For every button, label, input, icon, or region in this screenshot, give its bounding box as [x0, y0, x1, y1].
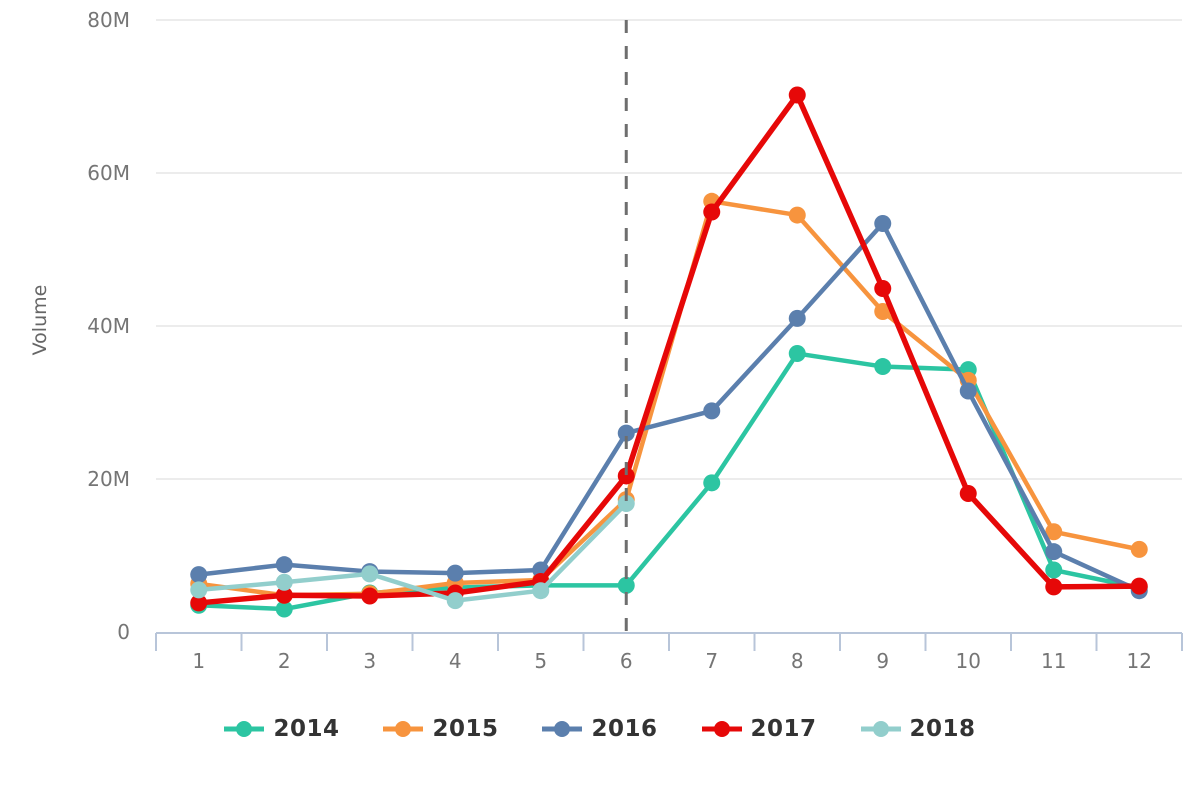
legend-marker-icon — [860, 721, 901, 737]
data-point[interactable] — [1045, 523, 1063, 541]
x-tick-label: 3 — [363, 649, 377, 673]
x-tick-label: 12 — [1126, 649, 1152, 673]
series-line-2018 — [196, 501, 629, 603]
data-point[interactable] — [788, 309, 806, 327]
x-tick-label: 11 — [1041, 649, 1067, 673]
data-point[interactable] — [275, 573, 293, 591]
x-tick-label: 10 — [955, 649, 981, 673]
data-point[interactable] — [617, 467, 635, 485]
legend-marker-icon — [383, 721, 424, 737]
data-point[interactable] — [617, 494, 635, 512]
y-tick-label: 80M — [87, 8, 130, 32]
data-point[interactable] — [1045, 561, 1063, 579]
data-point[interactable] — [446, 592, 464, 610]
legend-marker-icon — [701, 721, 742, 737]
data-point[interactable] — [788, 86, 806, 104]
data-point[interactable] — [190, 581, 208, 599]
x-tick-label: 1 — [192, 649, 206, 673]
data-point[interactable] — [617, 576, 635, 594]
x-tick-label: 4 — [448, 649, 462, 673]
data-point[interactable] — [446, 564, 464, 582]
y-tick-label: 40M — [87, 314, 130, 338]
data-point[interactable] — [617, 424, 635, 442]
data-point[interactable] — [703, 402, 721, 420]
data-point[interactable] — [1130, 540, 1148, 558]
data-point[interactable] — [275, 600, 293, 618]
legend-item-2018[interactable]: 2018 — [860, 716, 976, 742]
x-tick-label: 8 — [790, 649, 804, 673]
x-tick-label: 2 — [277, 649, 291, 673]
legend-item-2014[interactable]: 2014 — [224, 716, 339, 742]
data-point[interactable] — [361, 587, 379, 605]
data-point[interactable] — [532, 582, 550, 600]
data-point[interactable] — [275, 556, 293, 574]
legend-label: 2018 — [909, 716, 976, 742]
legend-label: 2017 — [750, 716, 817, 742]
x-tick-label: 9 — [876, 649, 890, 673]
data-point[interactable] — [959, 382, 977, 400]
legend-marker-icon — [542, 721, 583, 737]
legend-item-2016[interactable]: 2016 — [542, 716, 657, 742]
y-tick-label: 60M — [87, 161, 130, 185]
data-point[interactable] — [190, 594, 208, 612]
data-point[interactable] — [874, 214, 892, 232]
data-point[interactable] — [874, 302, 892, 320]
chart-legend: 2014 2015 2016 2017 2018 — [0, 716, 1200, 742]
data-point[interactable] — [788, 345, 806, 363]
data-point[interactable] — [874, 358, 892, 376]
data-point[interactable] — [703, 203, 721, 221]
legend-label: 2015 — [432, 716, 499, 742]
data-point[interactable] — [1045, 543, 1063, 561]
x-tick-label: 5 — [534, 649, 548, 673]
data-point[interactable] — [959, 485, 977, 503]
legend-marker-icon — [224, 721, 265, 737]
y-tick-label: 0 — [117, 620, 130, 644]
data-point[interactable] — [874, 280, 892, 298]
data-point[interactable] — [361, 565, 379, 583]
series-line-2017 — [196, 92, 1142, 606]
data-point[interactable] — [1130, 577, 1148, 595]
legend-label: 2016 — [591, 716, 658, 742]
data-point[interactable] — [1045, 578, 1063, 596]
y-tick-label: 20M — [87, 467, 130, 491]
data-point[interactable] — [190, 566, 208, 584]
x-tick-label: 7 — [705, 649, 719, 673]
x-tick-label: 6 — [619, 649, 633, 673]
data-point[interactable] — [788, 206, 806, 224]
series-line-2016 — [196, 221, 1142, 593]
data-point[interactable] — [703, 474, 721, 492]
legend-item-2017[interactable]: 2017 — [701, 716, 817, 742]
legend-label: 2014 — [273, 716, 340, 742]
data-point[interactable] — [275, 586, 293, 604]
legend-item-2015[interactable]: 2015 — [383, 716, 498, 742]
